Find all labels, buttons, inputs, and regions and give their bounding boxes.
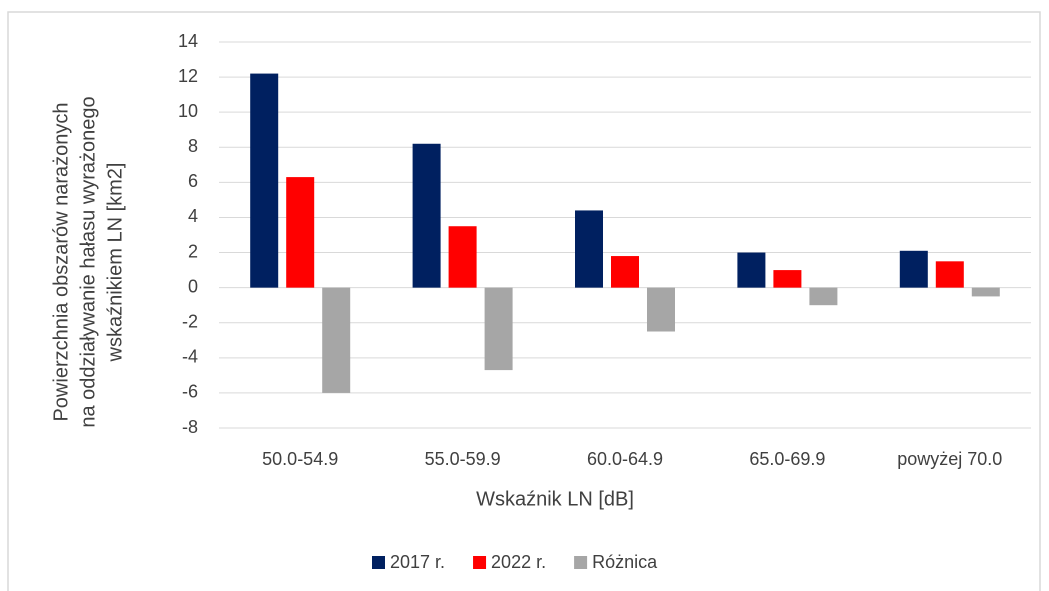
bar bbox=[412, 143, 441, 288]
y-axis-label: Powierzchnia obszarów narażonych bbox=[50, 102, 72, 421]
y-tick-label: 8 bbox=[188, 136, 198, 156]
bar bbox=[484, 287, 513, 371]
y-tick-label: 6 bbox=[188, 171, 198, 191]
y-tick-label: -4 bbox=[182, 347, 198, 367]
y-axis-label: wskaźnikiem LN [km2] bbox=[104, 163, 126, 363]
bar bbox=[250, 73, 279, 288]
bar bbox=[899, 250, 928, 288]
bar bbox=[611, 256, 639, 288]
x-tick-label: 50.0-54.9 bbox=[262, 449, 338, 469]
x-axis-label: Wskaźnik LN [dB] bbox=[476, 488, 634, 510]
bar bbox=[647, 287, 675, 332]
bar bbox=[575, 210, 603, 288]
legend-label: 2017 r. bbox=[390, 552, 445, 572]
y-tick-label: 14 bbox=[178, 31, 198, 51]
x-tick-label: powyżej 70.0 bbox=[897, 449, 1002, 469]
legend-swatch bbox=[473, 556, 487, 569]
y-tick-label: -2 bbox=[182, 311, 198, 331]
bar bbox=[322, 287, 351, 393]
bar bbox=[737, 252, 766, 288]
y-tick-label: 0 bbox=[188, 276, 198, 296]
bar bbox=[971, 287, 1000, 297]
bar bbox=[935, 261, 964, 288]
y-tick-label: 4 bbox=[188, 206, 198, 226]
y-tick-label: 10 bbox=[178, 101, 198, 121]
x-tick-label: 65.0-69.9 bbox=[749, 449, 825, 469]
bar bbox=[448, 226, 477, 288]
y-tick-label: -6 bbox=[182, 382, 198, 402]
bar bbox=[286, 177, 315, 288]
y-tick-label: 12 bbox=[178, 66, 198, 86]
x-tick-label: 55.0-59.9 bbox=[425, 449, 501, 469]
bar bbox=[809, 287, 838, 306]
legend-swatch bbox=[574, 556, 588, 569]
y-tick-label: 2 bbox=[188, 241, 198, 261]
legend-label: 2022 r. bbox=[491, 552, 546, 572]
x-tick-label: 60.0-64.9 bbox=[587, 449, 663, 469]
y-axis-label: na oddziaływanie hałasu wyrażonego bbox=[77, 96, 99, 427]
bar bbox=[773, 270, 802, 288]
legend-swatch bbox=[372, 556, 385, 569]
legend-label: Różnica bbox=[592, 552, 658, 572]
chart-frame bbox=[7, 11, 1041, 591]
y-tick-label: -8 bbox=[182, 417, 198, 437]
